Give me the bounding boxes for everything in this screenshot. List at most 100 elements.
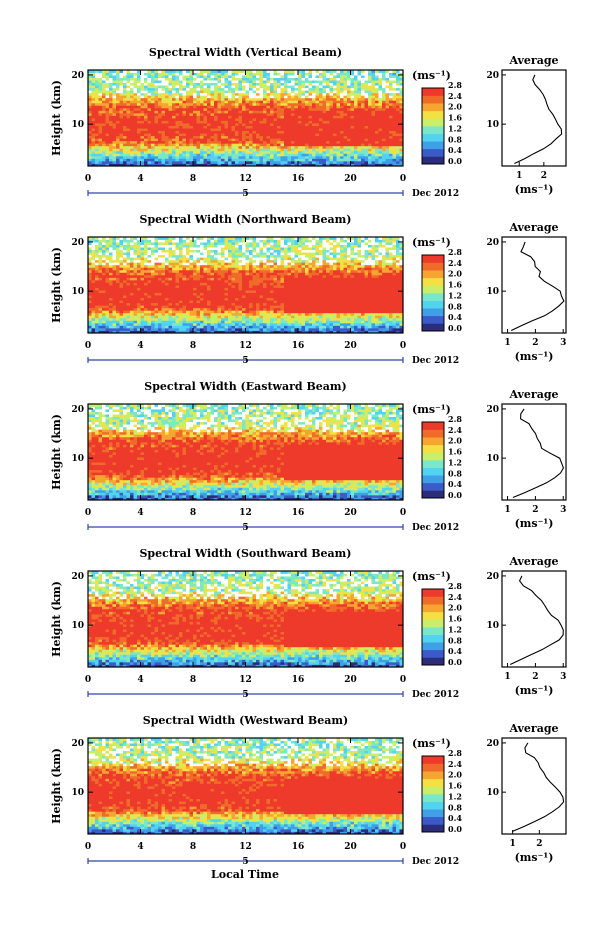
heatmap-cell xyxy=(210,102,215,106)
heatmap-cell xyxy=(207,327,211,331)
heatmap-cell xyxy=(371,138,376,142)
heatmap-cell xyxy=(322,90,327,94)
heatmap-cell xyxy=(252,80,257,84)
heatmap-cell xyxy=(287,72,292,76)
profile-x-label: (ms⁻¹) xyxy=(515,183,554,196)
heatmap-cell xyxy=(102,102,106,106)
heatmap-cell xyxy=(210,70,215,73)
heatmap-cell xyxy=(165,277,169,281)
heatmap-cell xyxy=(186,72,190,76)
heatmap-cell xyxy=(308,92,313,96)
heatmap-cell xyxy=(347,138,351,142)
heatmap-cell xyxy=(329,135,334,139)
heatmap-cell xyxy=(144,85,148,89)
heatmap-cell xyxy=(357,133,362,137)
heatmap-cell xyxy=(147,300,152,304)
heatmap-cell xyxy=(165,160,169,164)
heatmap-cell xyxy=(144,325,148,329)
heatmap-cell xyxy=(105,123,110,126)
heatmap-cell xyxy=(102,315,106,319)
heatmap-cell xyxy=(175,107,180,111)
heatmap-cell xyxy=(102,90,106,94)
heatmap-cell xyxy=(207,123,211,126)
heatmap-cell xyxy=(214,295,218,299)
heatmap-cell xyxy=(238,153,243,157)
heatmap-cell xyxy=(333,135,337,139)
heatmap-cell xyxy=(207,145,211,149)
heatmap-cell xyxy=(88,100,92,104)
heatmap-cell xyxy=(336,85,341,89)
heatmap-cell xyxy=(91,82,96,86)
heatmap-cell xyxy=(137,95,141,99)
heatmap-cell xyxy=(196,77,201,81)
heatmap-cell xyxy=(119,295,124,299)
heatmap-cell xyxy=(364,128,369,132)
heatmap-cell xyxy=(207,254,211,258)
heatmap-cell xyxy=(161,100,166,104)
heatmap-cell xyxy=(217,249,222,253)
heatmap-cell xyxy=(392,123,397,126)
heatmap-cell xyxy=(189,272,194,276)
heatmap-cell xyxy=(161,72,166,76)
heatmap-cell xyxy=(256,133,260,137)
heatmap-cell xyxy=(217,287,222,291)
heatmap-cell xyxy=(385,80,390,84)
heatmap-cell xyxy=(140,105,145,109)
heatmap-cell xyxy=(245,158,250,162)
heatmap-cell xyxy=(133,90,138,94)
heatmap-cell xyxy=(193,138,197,142)
heatmap-cell xyxy=(200,320,204,324)
heatmap-cell xyxy=(333,102,337,106)
heatmap-cell xyxy=(102,259,106,263)
heatmap-cell xyxy=(154,125,159,129)
heatmap-cell xyxy=(186,320,190,324)
heatmap-cell xyxy=(224,282,229,286)
heatmap-cell xyxy=(126,160,131,164)
heatmap-cell xyxy=(214,307,218,311)
heatmap-cell xyxy=(207,107,211,111)
heatmap-cell xyxy=(88,133,92,137)
heatmap-cell xyxy=(329,102,334,106)
heatmap-cell xyxy=(179,315,183,319)
heatmap-cell xyxy=(322,163,327,167)
heatmap-cell xyxy=(200,90,204,94)
heatmap-cell xyxy=(329,80,334,84)
heatmap-cell xyxy=(193,133,197,137)
heatmap-cell xyxy=(112,310,117,314)
heatmap-cell xyxy=(322,160,327,164)
heatmap-cell xyxy=(137,300,141,304)
heatmap-cell xyxy=(221,262,225,266)
heatmap-cell xyxy=(301,120,306,124)
heatmap-cell xyxy=(203,105,208,109)
heatmap-cell xyxy=(102,138,106,142)
heatmap-cell xyxy=(109,285,113,288)
heatmap-cell xyxy=(207,325,211,329)
heatmap-cell xyxy=(305,158,309,162)
heatmap-cell xyxy=(343,143,348,147)
heatmap-cell xyxy=(368,107,372,111)
heatmap-cell xyxy=(196,107,201,111)
heatmap-cell xyxy=(245,143,250,147)
heatmap-cell xyxy=(385,85,390,89)
heatmap-cell xyxy=(165,155,169,159)
heatmap-cell xyxy=(354,140,358,144)
heatmap-cell xyxy=(182,133,187,137)
heatmap-cell xyxy=(347,140,351,144)
heatmap-cell xyxy=(126,77,131,81)
heatmap-cell xyxy=(322,102,327,106)
heatmap-cell xyxy=(203,317,208,321)
heatmap-cell xyxy=(123,92,127,96)
heatmap-cell xyxy=(116,97,120,101)
heatmap-cell xyxy=(280,70,285,73)
heatmap-cell xyxy=(263,123,267,126)
heatmap-cell xyxy=(161,244,166,248)
heatmap-cell xyxy=(154,123,159,126)
heatmap-cell xyxy=(256,112,260,116)
heatmap-cell xyxy=(186,97,190,101)
heatmap-cell xyxy=(263,155,267,159)
heatmap-cell xyxy=(203,85,208,89)
heatmap-cell xyxy=(392,158,397,162)
heatmap-cell xyxy=(245,92,250,96)
heatmap-cell xyxy=(235,123,239,126)
heatmap-cell xyxy=(392,150,397,154)
